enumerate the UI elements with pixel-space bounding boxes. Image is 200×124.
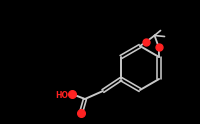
Text: HO: HO <box>55 91 68 99</box>
